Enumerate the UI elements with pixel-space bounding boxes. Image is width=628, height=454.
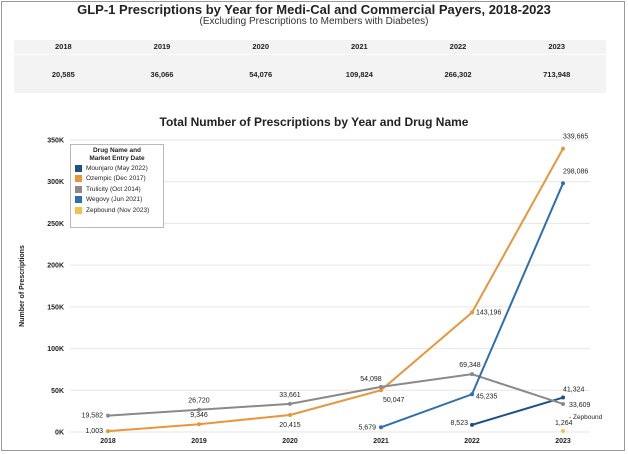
data-label-mounjaro: 8,523: [450, 420, 468, 427]
summary-year-2019: 2019: [153, 42, 171, 51]
data-point-trulicity: [197, 407, 201, 412]
data-point-trulicity: [379, 384, 383, 389]
data-point-mounjaro: [470, 422, 474, 427]
summary-year-2021: 2021: [351, 42, 368, 51]
data-label-ozempic: 50,047: [383, 397, 405, 404]
series-line-ozempic: [107, 148, 564, 433]
data-label-trulicity: 26,720: [188, 398, 210, 405]
summary-year-2020: 2020: [252, 42, 270, 51]
legend-title-line1: Drug Name and: [92, 147, 142, 154]
y-tick-label: 250K: [47, 221, 64, 228]
data-label-ozempic: 20,415: [279, 422, 301, 429]
y-axis-label: Number of Prescriptions: [19, 245, 26, 327]
summary-total-2020: 54,076: [249, 69, 273, 79]
data-point-ozempic: [470, 310, 474, 315]
legend-item-zepbound: Zepbound (Nov 2023): [75, 205, 163, 216]
summary-total-2021: 109,824: [345, 69, 373, 79]
legend-item-wegovy: Wegovy (Jun 2021): [75, 195, 163, 206]
data-label-ozempic: 339,665: [563, 134, 588, 141]
data-point-wegovy: [561, 181, 565, 186]
data-point-trulicity: [561, 401, 565, 406]
y-tick-label: 50K: [51, 388, 64, 395]
legend-title-line2: Market Entry Date: [89, 155, 145, 162]
data-label-trulicity: 69,348: [459, 362, 481, 369]
y-tick-label: 150K: [47, 304, 64, 311]
chart-legend: Drug Name and Market Entry Date Mounjaro…: [70, 144, 164, 228]
y-tick-label: 200K: [47, 263, 64, 270]
data-point-ozempic: [288, 412, 292, 417]
legend-item-mounjaro: Mounjaro (May 2022): [75, 163, 163, 174]
x-tick-label: 2021: [373, 438, 389, 445]
summary-header-row: 2018 2019 2020 2021 2022 2023: [14, 40, 606, 54]
series-line-trulicity: [107, 373, 564, 417]
legend-swatch-wegovy: [75, 196, 82, 204]
x-tick-label: 2022: [464, 438, 480, 445]
x-tick-label: 2018: [100, 438, 116, 445]
data-label-ozempic: 9,346: [190, 412, 208, 419]
x-tick-label: 2023: [555, 438, 571, 445]
legend-label-ozempic: Ozempic (Dec 2017): [86, 175, 146, 183]
x-tick-label: 2019: [191, 438, 207, 445]
data-point-mounjaro: [561, 395, 565, 400]
series-line-mounjaro: [471, 396, 564, 426]
data-label-trulicity: 33,661: [279, 392, 301, 399]
summary-total-2023: 713,948: [543, 69, 571, 79]
summary-year-2018: 2018: [54, 42, 72, 51]
legend-swatch-trulicity: [75, 185, 82, 193]
legend-swatch-zepbound: [75, 206, 82, 214]
y-tick-label: 300K: [47, 179, 64, 186]
data-label-wegovy: 5,679: [358, 424, 376, 431]
summary-year-2022: 2022: [449, 42, 467, 51]
data-point-zepbound: [561, 428, 565, 433]
data-point-ozempic: [106, 429, 110, 434]
legend-label-zepbound: Zepbound (Nov 2023): [86, 206, 150, 214]
legend-item-ozempic: Ozempic (Dec 2017): [75, 174, 163, 185]
data-label-ozempic: 1,003: [85, 428, 103, 435]
summary-year-2023: 2023: [548, 42, 566, 51]
data-label-zepbound: 1,264: [555, 420, 573, 427]
data-point-trulicity: [106, 413, 110, 418]
data-point-trulicity: [470, 372, 474, 377]
data-label-ozempic: 143,196: [476, 310, 501, 317]
summary-table: 2018 2019 2020 2021 2022 2023 20,585 36,…: [14, 40, 606, 93]
data-label-trulicity: 54,098: [360, 376, 382, 383]
legend-item-trulicity: Trulicity (Oct 2014): [75, 184, 163, 195]
summary-values-row: 20,585 36,066 54,076 109,824 266,302 713…: [14, 54, 606, 93]
data-label-wegovy: 45,235: [476, 393, 498, 400]
annotation-zepbound: - Zepbound: [569, 414, 603, 421]
legend-swatch-mounjaro: [75, 164, 82, 172]
x-tick-label: 2020: [282, 438, 298, 445]
data-label-trulicity: 33,609: [569, 402, 591, 409]
data-point-wegovy: [470, 392, 474, 397]
legend-label-mounjaro: Mounjaro (May 2022): [86, 164, 148, 172]
data-point-ozempic: [561, 146, 565, 151]
data-label-trulicity: 19,582: [82, 413, 104, 420]
summary-total-2022: 266,302: [444, 69, 472, 79]
data-label-wegovy: 298,086: [563, 168, 588, 175]
chart-title: Total Number of Prescriptions by Year an…: [160, 115, 469, 129]
y-tick-label: 100K: [47, 346, 64, 353]
data-point-trulicity: [288, 401, 292, 406]
legend-label-wegovy: Wegovy (Jun 2021): [86, 196, 143, 204]
summary-total-2018: 20,585: [51, 69, 75, 79]
data-point-wegovy: [379, 425, 383, 430]
data-label-mounjaro: 41,324: [563, 387, 585, 394]
legend-label-trulicity: Trulicity (Oct 2014): [86, 185, 141, 193]
data-point-ozempic: [197, 422, 201, 427]
y-tick-label: 0K: [55, 430, 64, 437]
report-title: GLP-1 Prescriptions by Year for Medi-Cal…: [77, 2, 551, 17]
y-tick-label: 350K: [47, 138, 64, 145]
legend-swatch-ozempic: [75, 175, 82, 183]
data-point-ozempic: [379, 388, 383, 393]
summary-total-2019: 36,066: [150, 69, 174, 79]
report-subtitle: (Excluding Prescriptions to Members with…: [199, 16, 429, 27]
